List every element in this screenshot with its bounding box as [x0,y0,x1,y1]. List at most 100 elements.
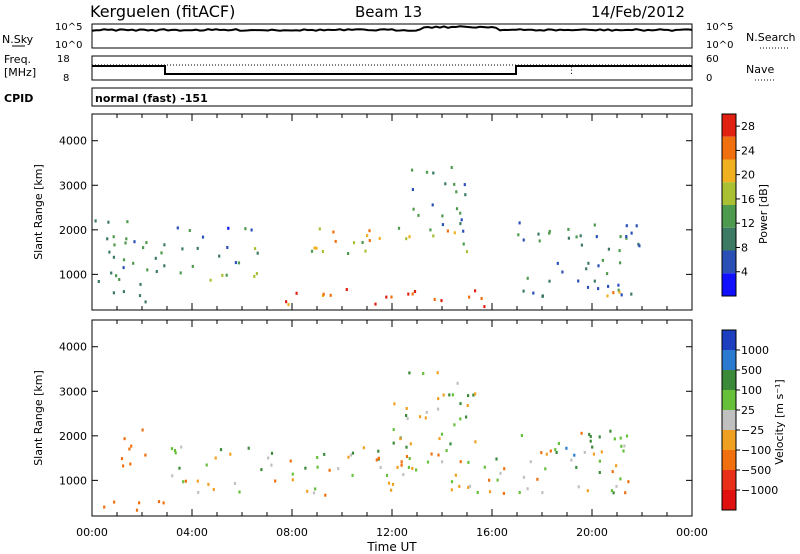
nave-tick-top: 60 [706,54,719,65]
cpid-panel: CPID normal (fast) -151 [4,87,693,107]
echo-region-2 [176,226,253,239]
nsky-tick-bottom: 10^0 [55,40,82,51]
nave-label: Nave [746,63,774,76]
xtick-label: 08:00 [276,526,308,539]
power-cbar-swatch [722,159,736,183]
velocity-cbar-swatch [722,470,736,490]
power-panel: 1000 2000 3000 4000 Slant Range [km] [32,113,693,311]
nsky-panel: N.Sky 10^5 10^0 10^5 10^0 N.Search [2,22,796,51]
velocity-cbar-swatch [722,430,736,450]
nsky-tick-top: 10^5 [55,22,82,33]
power-cbar-swatch [722,205,736,228]
echo-region-4 [310,226,469,255]
ytick-label: 2000 [59,430,87,443]
velocity-cbar-swatch [722,370,736,390]
freq-tick-bottom: 8 [63,73,69,84]
echo-region-5 [555,432,601,457]
power-cbar-tick-label: 20 [741,169,755,182]
power-cbar-swatch [722,250,736,274]
velocity-cbar-tick-label: −1000 [741,484,778,497]
nave-tick-bottom: 0 [706,73,712,84]
echo-region-5 [411,166,467,233]
freq-label-line2: [MHz] [4,66,36,79]
velocity-cbar-tick-label: −100 [741,444,771,457]
velocity-xaxis [91,320,693,516]
time-axis-labels: 00:00 04:00 08:00 12:00 16:00 20:00 00:00 [76,526,708,539]
velocity-cbar-swatch [722,410,736,430]
velocity-cbar-tick-label: −25 [741,424,764,437]
power-cbar-tick-label: 16 [741,193,755,206]
ytick-label: 2000 [59,224,87,237]
xtick-label: 00:00 [76,526,108,539]
velocity-cbar-tick-label: 500 [741,364,762,377]
power-cbar-label: Power [dB] [757,184,770,244]
power-colorbar: Power [dB] 4 8 12 16 20 24 28 [721,113,770,297]
echo-region-0 [103,500,165,512]
velocity-cbar-tick-label: 100 [741,384,762,397]
echo-region-7 [606,290,621,298]
velocity-echoes [103,371,630,512]
velocity-cbar-frame [721,329,737,511]
nave-dot: ⋮ [567,66,576,76]
power-cbar-swatch [722,182,736,205]
xaxis-label: Time UT [366,540,417,554]
power-cbar-tick-label: 24 [741,144,755,157]
echo-region-3 [392,371,477,446]
velocity-cbar-swatch [722,330,736,350]
velocity-cbar-tick-label: 25 [741,404,755,417]
echo-region-0 [94,219,149,304]
echo-region-1 [154,243,259,282]
freq-trace [92,65,692,75]
velocity-yaxis: 1000 2000 3000 4000 [59,341,692,487]
xtick-label: 20:00 [576,526,608,539]
power-cbar-tick-label: 28 [741,120,755,133]
ytick-label: 4000 [59,135,87,148]
velocity-cbar-label: Velocity [m s⁻¹] [773,379,786,464]
power-cbar-frame [721,113,737,297]
ytick-label: 4000 [59,341,87,354]
echo-region-4 [518,429,630,495]
power-cbar-swatch [722,114,736,137]
echo-region-2 [170,445,506,497]
power-cbar-swatch [722,136,736,160]
xtick-label: 12:00 [376,526,408,539]
nsearch-tick-top: 10^5 [706,22,733,33]
power-cbar-swatch [722,227,736,251]
xtick-label: 00:00 [676,526,708,539]
cpid-label: CPID [4,92,33,105]
freq-tick-top: 18 [57,54,70,65]
ytick-label: 1000 [59,474,87,487]
freq-panel: ⋮ Freq. [MHz] 18 8 60 0 Nave [4,53,775,84]
power-cbar-tick-label: 4 [741,266,748,279]
xtick-label: 16:00 [476,526,508,539]
date-title: 14/Feb/2012 [591,3,685,21]
velocity-cbar-swatch [722,350,736,370]
velocity-cbar-tick-label: 1000 [741,344,769,357]
velocity-colorbar: Velocity [m s⁻¹] 1000 500 100 25 −25 −100 −500… [721,329,786,511]
echo-region-3 [285,288,486,309]
velocity-ylabel: Slant Range [km] [32,370,45,466]
power-cbar-tick-label: 8 [741,241,748,254]
nsky-label: N.Sky [2,33,34,46]
cpid-text: normal (fast) -151 [95,92,208,105]
echo-region-6 [517,221,641,298]
beam-title: Beam 13 [355,3,422,21]
power-cbar-swatch [722,273,736,296]
nsearch-label: N.Search [746,31,796,44]
echo-region-1 [120,428,147,468]
xtick-label: 04:00 [176,526,208,539]
velocity-panel: 1000 2000 3000 4000 Slant Range [km] [32,319,693,517]
power-cbar-tick-label: 12 [741,217,755,230]
velocity-cbar-swatch [722,490,736,510]
power-yaxis: 1000 2000 3000 4000 [59,135,692,281]
ytick-label: 1000 [59,268,87,281]
power-echoes [94,166,641,309]
site-title: Kerguelen (fitACF) [90,2,235,21]
nsky-trace [91,25,693,32]
power-xaxis [91,114,693,310]
ytick-label: 3000 [59,385,87,398]
velocity-cbar-tick-label: −500 [741,464,771,477]
nsearch-tick-bottom: 10^0 [706,40,733,51]
velocity-cbar-swatch [722,450,736,470]
